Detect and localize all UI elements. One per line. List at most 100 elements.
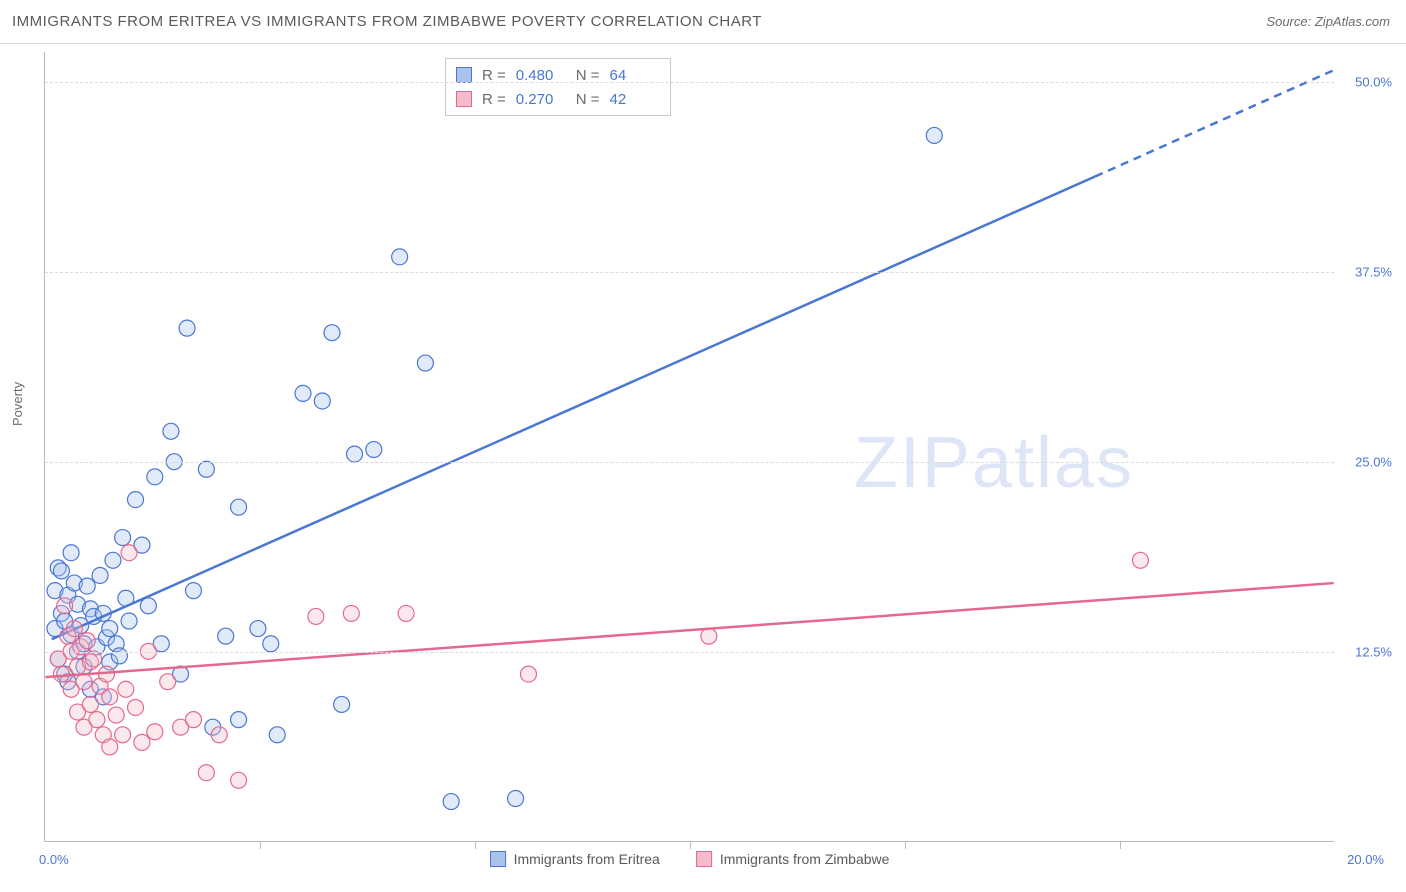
data-point [231, 772, 247, 788]
data-point [108, 707, 124, 723]
data-point [417, 355, 433, 371]
data-point [134, 734, 150, 750]
data-point [53, 666, 69, 682]
data-point [308, 608, 324, 624]
data-point [118, 681, 134, 697]
x-tick [690, 841, 691, 849]
data-point [105, 552, 121, 568]
data-point [343, 605, 359, 621]
data-point [231, 712, 247, 728]
legend-item-zimbabwe: Immigrants from Zimbabwe [696, 851, 890, 867]
data-point [314, 393, 330, 409]
chart-source: Source: ZipAtlas.com [1266, 14, 1390, 29]
x-axis-min-label: 0.0% [39, 852, 69, 867]
data-point [443, 794, 459, 810]
swatch-zimbabwe-icon [696, 851, 712, 867]
data-point [86, 651, 102, 667]
series-legend: Immigrants from Eritrea Immigrants from … [490, 851, 890, 867]
data-point [160, 674, 176, 690]
data-point [269, 727, 285, 743]
data-point [115, 530, 131, 546]
data-point [218, 628, 234, 644]
data-point [231, 499, 247, 515]
data-point [92, 567, 108, 583]
data-point [121, 545, 137, 561]
data-point [392, 249, 408, 265]
data-point [89, 712, 105, 728]
legend-label-zimbabwe: Immigrants from Zimbabwe [720, 851, 890, 867]
data-point [57, 598, 73, 614]
r-value-zimbabwe: 0.270 [516, 91, 566, 108]
data-point [66, 621, 82, 637]
gridline [45, 272, 1334, 273]
data-point [347, 446, 363, 462]
data-point [179, 320, 195, 336]
r-label: R = [482, 67, 506, 84]
swatch-eritrea [456, 67, 472, 83]
x-axis-max-label: 20.0% [1347, 852, 1384, 867]
n-value-zimbabwe: 42 [610, 91, 660, 108]
correlation-legend: R = 0.480 N = 64 R = 0.270 N = 42 [445, 58, 671, 116]
gridline [45, 462, 1334, 463]
r-label: R = [482, 91, 506, 108]
data-point [79, 633, 95, 649]
data-point [147, 469, 163, 485]
data-point [147, 724, 163, 740]
data-point [128, 699, 144, 715]
source-name: ZipAtlas.com [1315, 14, 1390, 29]
source-label: Source: [1266, 14, 1311, 29]
data-point [263, 636, 279, 652]
chart-title: IMMIGRANTS FROM ERITREA VS IMMIGRANTS FR… [12, 13, 762, 30]
data-point [76, 674, 92, 690]
data-point [324, 325, 340, 341]
data-point [102, 689, 118, 705]
data-point [63, 545, 79, 561]
gridline [45, 82, 1334, 83]
y-tick-label: 25.0% [1355, 455, 1392, 470]
legend-row-zimbabwe: R = 0.270 N = 42 [456, 87, 660, 111]
swatch-eritrea-icon [490, 851, 506, 867]
data-point [250, 621, 266, 637]
data-point [334, 696, 350, 712]
data-point [185, 583, 201, 599]
data-point [185, 712, 201, 728]
data-point [82, 696, 98, 712]
y-tick-label: 50.0% [1355, 75, 1392, 90]
n-label: N = [576, 67, 600, 84]
data-point [111, 648, 127, 664]
trend-line [52, 176, 1096, 639]
data-point [926, 127, 942, 143]
data-point [1132, 552, 1148, 568]
data-point [295, 385, 311, 401]
x-tick [475, 841, 476, 849]
data-point [128, 492, 144, 508]
data-point [163, 423, 179, 439]
data-point [398, 605, 414, 621]
x-tick [905, 841, 906, 849]
data-point [79, 578, 95, 594]
data-point [115, 727, 131, 743]
data-point [198, 461, 214, 477]
chart-svg [45, 52, 1334, 841]
data-point [53, 563, 69, 579]
legend-label-eritrea: Immigrants from Eritrea [514, 851, 660, 867]
data-point [198, 765, 214, 781]
x-tick [260, 841, 261, 849]
trend-line [45, 583, 1333, 677]
y-tick-label: 12.5% [1355, 645, 1392, 660]
y-tick-label: 37.5% [1355, 265, 1392, 280]
swatch-zimbabwe [456, 91, 472, 107]
n-label: N = [576, 91, 600, 108]
x-tick [1120, 841, 1121, 849]
legend-item-eritrea: Immigrants from Eritrea [490, 851, 660, 867]
data-point [121, 613, 137, 629]
gridline [45, 652, 1334, 653]
data-point [140, 598, 156, 614]
data-point [366, 442, 382, 458]
plot-area: ZIPatlas R = 0.480 N = 64 R = 0.270 N = … [44, 52, 1334, 842]
trend-line-extrapolated [1095, 70, 1333, 176]
n-value-eritrea: 64 [610, 67, 660, 84]
legend-row-eritrea: R = 0.480 N = 64 [456, 63, 660, 87]
chart-header: IMMIGRANTS FROM ERITREA VS IMMIGRANTS FR… [0, 0, 1406, 44]
data-point [211, 727, 227, 743]
